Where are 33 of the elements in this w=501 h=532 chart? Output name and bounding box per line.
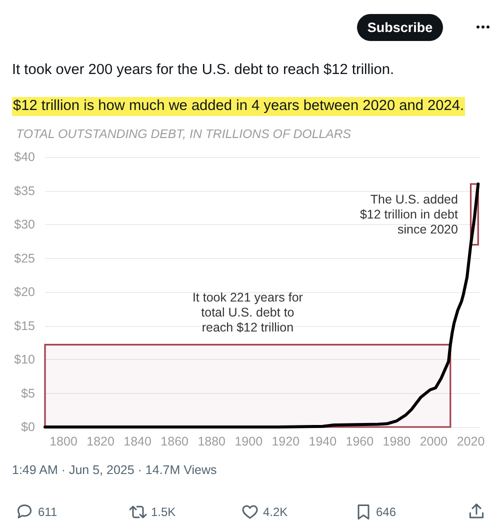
text: 4.2K <box>263 505 288 519</box>
subscribe-button[interactable]: Subscribe <box>357 14 443 41</box>
chart-subtitle: $12 trillion is how much we added in 4 years between 2020 and 2024. <box>12 97 466 116</box>
x-tick-label: 1980 <box>382 434 411 448</box>
x-tick-label: 1920 <box>272 434 300 448</box>
x-tick-label: 1800 <box>50 434 78 448</box>
line-series <box>44 182 480 428</box>
band-label: The U.S. added $12 trillion in debt since 2020 <box>360 192 458 236</box>
y-tick-label: $10 <box>14 352 36 366</box>
text: 1.5K <box>151 505 176 519</box>
x-tick-label: 2020 <box>456 434 485 448</box>
y-tick-label: $30 <box>14 218 36 232</box>
y-tick-label: $35 <box>14 184 36 198</box>
chart-title: It took over 200 years for the U.S. debt to reach $12 trillion. <box>12 62 394 79</box>
x-tick-label: 1940 <box>308 434 337 448</box>
x-tick-label: 1960 <box>346 434 374 448</box>
x-tick-label: 1880 <box>198 434 226 448</box>
y-tick-label: $5 <box>21 386 36 400</box>
text: 646 <box>376 505 396 519</box>
x-tick-label: 1900 <box>234 434 263 448</box>
y-tick-label: $25 <box>14 251 36 266</box>
y-tick-label: $40 <box>14 150 36 164</box>
y-tick-label: $20 <box>14 285 36 299</box>
y-tick-label: $15 <box>14 318 36 333</box>
text: 1:49 AM · Jun 5, 2025 · 14.7M Views <box>12 462 217 478</box>
text: 611 <box>38 505 58 519</box>
x-tick-label: 2000 <box>420 434 448 448</box>
x-tick-label: 1820 <box>86 434 114 448</box>
x-tick-label: 1860 <box>160 434 189 448</box>
band-label: It took 221 years for total U.S. debt to reach $12 trillion <box>192 290 303 334</box>
y-axis-title: TOTAL OUTSTANDING DEBT, IN TRILLIONS OF DOLLARS <box>16 127 352 141</box>
y-tick-label: $0 <box>21 420 36 434</box>
x-tick-label: 1840 <box>124 434 152 448</box>
